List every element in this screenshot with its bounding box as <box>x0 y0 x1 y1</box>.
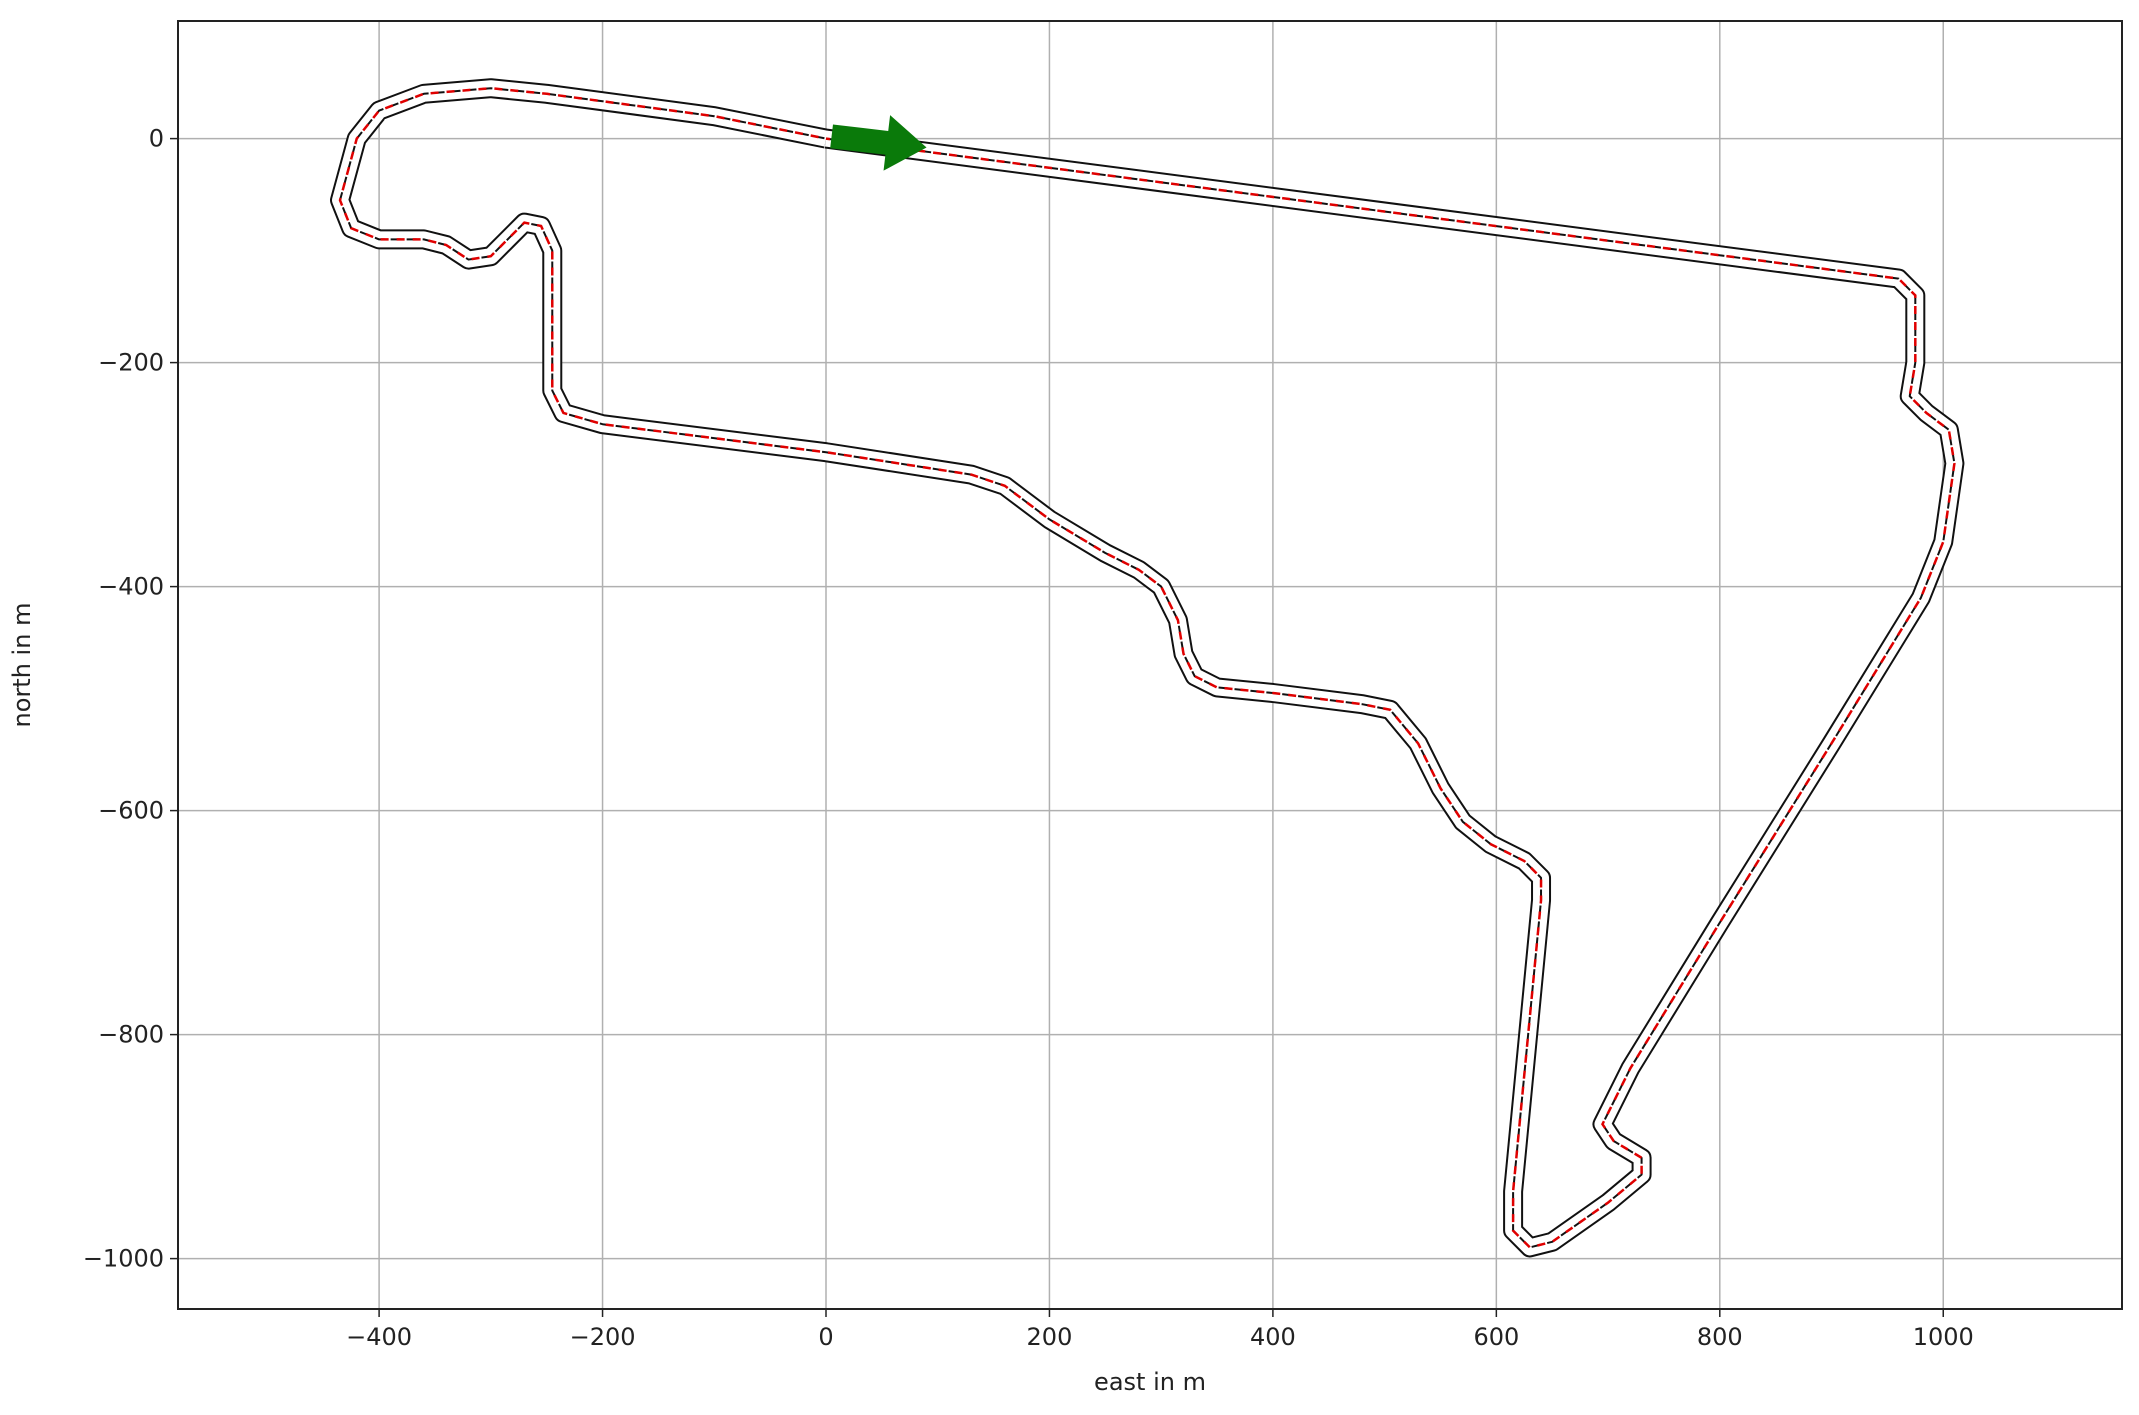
y-tick-label: −400 <box>98 573 164 601</box>
y-tick-label: −1000 <box>83 1245 164 1273</box>
y-tick-label: −200 <box>98 349 164 377</box>
y-tick-label: 0 <box>149 125 164 153</box>
x-tick-label: 200 <box>1027 1323 1073 1351</box>
x-tick-label: 1000 <box>1913 1323 1974 1351</box>
y-axis-label: north in m <box>8 603 36 728</box>
y-tick-label: −800 <box>98 1021 164 1049</box>
x-tick-label: 800 <box>1697 1323 1743 1351</box>
raceline <box>338 86 1956 1249</box>
x-tick-label: 400 <box>1250 1323 1296 1351</box>
start-arrow <box>830 115 927 171</box>
y-tick-label: −600 <box>98 797 164 825</box>
x-axis-label: east in m <box>1094 1368 1206 1396</box>
plot-frame <box>177 20 2123 1310</box>
x-tick-label: 600 <box>1473 1323 1519 1351</box>
x-tick-label: 0 <box>818 1323 833 1351</box>
track-surface <box>332 80 1963 1256</box>
x-tick-label: −200 <box>570 1323 636 1351</box>
x-tick-label: −400 <box>346 1323 412 1351</box>
